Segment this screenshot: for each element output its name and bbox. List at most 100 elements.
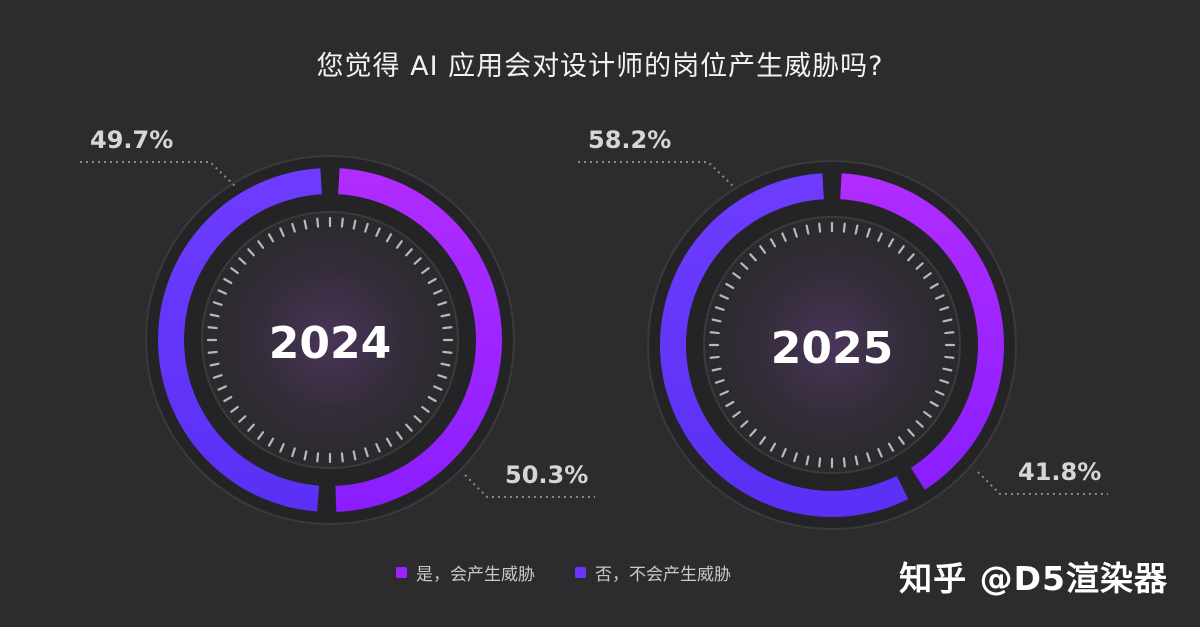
donut-tick bbox=[267, 437, 275, 447]
donut-inner-disc bbox=[703, 216, 961, 474]
donut-slice-yes bbox=[840, 173, 1004, 490]
donut-tick bbox=[364, 222, 369, 233]
donut-tick bbox=[385, 437, 393, 447]
donut-tick bbox=[842, 222, 846, 233]
donut-tick bbox=[207, 326, 218, 330]
donut-tick bbox=[711, 367, 722, 372]
donut-tick bbox=[303, 219, 308, 230]
donut-tick bbox=[749, 428, 757, 437]
donut-tick bbox=[375, 443, 381, 453]
donut-tick bbox=[866, 452, 871, 463]
donut-tick bbox=[427, 277, 437, 285]
donut-tick bbox=[711, 318, 722, 323]
donut-tick bbox=[942, 318, 953, 323]
donut-tick bbox=[935, 390, 945, 396]
donut-tick bbox=[793, 452, 798, 463]
donut-slice-no bbox=[659, 173, 909, 517]
donut-tick bbox=[897, 436, 905, 445]
donut-tick bbox=[405, 423, 413, 432]
donut-tick bbox=[340, 452, 344, 463]
donut-tick bbox=[316, 217, 320, 228]
donut-tick bbox=[866, 227, 871, 238]
legend-label-no: 否，不会产生威胁 bbox=[595, 565, 731, 585]
leader-line-yes bbox=[464, 474, 595, 498]
donut-tick bbox=[759, 245, 767, 254]
donut-tick bbox=[440, 313, 451, 318]
donut-tick bbox=[897, 245, 905, 254]
donut-tick bbox=[437, 374, 448, 379]
donut-tick bbox=[442, 350, 453, 354]
donut-tick bbox=[877, 448, 883, 458]
donut-tick bbox=[405, 248, 413, 257]
donut-tick bbox=[725, 400, 735, 408]
donut-tick bbox=[291, 222, 296, 233]
legend-item-yes: 是，会产生威胁 bbox=[396, 560, 535, 585]
donut-tick bbox=[223, 395, 233, 403]
donut-center-label: 2025 bbox=[771, 323, 893, 374]
donut-tick bbox=[793, 227, 798, 238]
leader-line-yes bbox=[977, 471, 1108, 495]
donut-tick bbox=[340, 217, 344, 228]
donut-tick bbox=[740, 420, 749, 428]
donut-tick bbox=[781, 448, 787, 458]
donut-tick bbox=[877, 232, 883, 242]
donut-tick bbox=[887, 238, 895, 248]
legend-swatch-no bbox=[575, 567, 586, 578]
donut-tick bbox=[740, 262, 749, 270]
donut-tick bbox=[247, 423, 255, 432]
donut-tick bbox=[732, 410, 741, 418]
donut-tick bbox=[212, 374, 223, 379]
donut-tick bbox=[433, 289, 443, 295]
donut-tick bbox=[714, 306, 725, 311]
donut-tick bbox=[223, 277, 233, 285]
donut-tick bbox=[247, 248, 255, 257]
watermark: 知乎 @D5渲染器 bbox=[899, 559, 1168, 598]
donut-tick bbox=[437, 301, 448, 306]
donut-tick bbox=[719, 294, 729, 300]
slice-label-no: 58.2% bbox=[588, 126, 671, 154]
donut-tick bbox=[279, 227, 285, 237]
donut-tick bbox=[854, 455, 859, 466]
donut-tick bbox=[805, 455, 810, 466]
legend: 是，会产生威胁 否，不会产生威胁 bbox=[396, 560, 771, 585]
donut-tick bbox=[842, 457, 846, 468]
donut-tick bbox=[433, 385, 443, 391]
donut-tick bbox=[279, 443, 285, 453]
donut-tick bbox=[805, 224, 810, 235]
donut-tick bbox=[749, 253, 757, 262]
donut-tick bbox=[944, 331, 955, 335]
donut-tick bbox=[944, 355, 955, 359]
slice-label-yes: 41.8% bbox=[1018, 458, 1101, 486]
donut-tick bbox=[719, 390, 729, 396]
donut-slice-yes bbox=[335, 168, 502, 512]
donut-tick bbox=[421, 405, 430, 413]
donut-tick bbox=[942, 367, 953, 372]
donut-tick bbox=[915, 262, 924, 270]
donut-tick bbox=[212, 301, 223, 306]
donut-tick bbox=[887, 442, 895, 452]
donut-tick bbox=[929, 282, 939, 290]
donut-tick bbox=[291, 447, 296, 458]
donut-tick bbox=[939, 379, 950, 384]
donut-inner-disc bbox=[201, 211, 459, 469]
donut-tick bbox=[316, 452, 320, 463]
donut-tick bbox=[725, 282, 735, 290]
donut-tick bbox=[769, 238, 777, 248]
leader-line-no bbox=[578, 161, 734, 187]
donut-tick bbox=[442, 326, 453, 330]
donut-tick bbox=[209, 313, 220, 318]
donut-tick bbox=[732, 272, 741, 280]
donut-tick bbox=[709, 355, 720, 359]
slice-label-no: 49.7% bbox=[90, 126, 173, 154]
donut-tick bbox=[395, 240, 403, 249]
donut-tick bbox=[207, 350, 218, 354]
leader-line-no bbox=[80, 161, 236, 187]
donut-tick bbox=[385, 233, 393, 243]
donut-tick bbox=[217, 385, 227, 391]
donut-tick bbox=[209, 362, 220, 367]
donut-tick bbox=[440, 362, 451, 367]
donut-tick bbox=[364, 447, 369, 458]
legend-label-yes: 是，会产生威胁 bbox=[416, 565, 535, 585]
donut-tick bbox=[915, 420, 924, 428]
